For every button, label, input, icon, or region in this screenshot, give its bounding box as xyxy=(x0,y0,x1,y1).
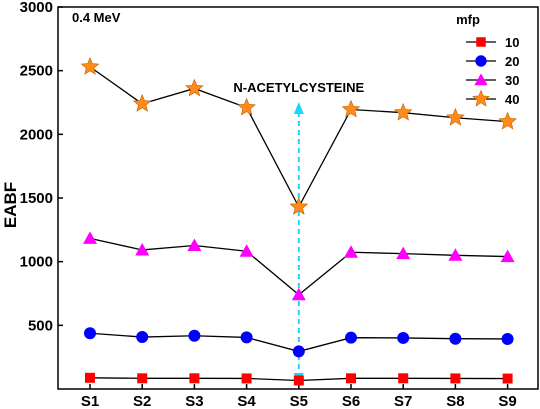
x-tick-label: S7 xyxy=(394,393,412,409)
y-tick-label: 1500 xyxy=(20,190,53,207)
x-tick-label: S9 xyxy=(498,393,516,409)
y-tick-label: 3000 xyxy=(20,0,53,16)
data-point xyxy=(345,331,357,344)
legend-label: 20 xyxy=(505,54,519,69)
data-point xyxy=(239,244,254,257)
series-20 xyxy=(84,327,514,358)
data-point xyxy=(241,373,252,384)
data-point xyxy=(80,57,100,75)
data-point xyxy=(398,373,409,384)
data-point xyxy=(498,111,517,130)
x-tick-label: S6 xyxy=(342,393,360,409)
data-point xyxy=(448,248,463,261)
data-point xyxy=(84,327,96,340)
data-point xyxy=(344,245,358,258)
legend-marker xyxy=(474,73,488,86)
data-point xyxy=(237,97,256,116)
series-layer xyxy=(80,57,517,386)
legend-label: 10 xyxy=(505,35,519,50)
y-tick-label: 2000 xyxy=(20,126,53,143)
legend-item: 10 xyxy=(466,35,519,50)
energy-label: 0.4 MeV xyxy=(72,10,121,25)
data-point xyxy=(240,331,253,344)
legend-marker xyxy=(476,37,486,47)
x-axis-ticks: S1 S2 S3 S4 S5 S6 S7 S8 S9 xyxy=(81,384,517,409)
series-30 xyxy=(83,231,515,301)
x-tick-label: S3 xyxy=(185,393,203,409)
x-tick-label: S5 xyxy=(290,393,308,409)
data-point xyxy=(341,99,361,118)
y-tick-label: 2500 xyxy=(20,63,53,80)
data-point xyxy=(346,373,356,384)
legend-marker xyxy=(475,55,487,67)
legend-item: 30 xyxy=(466,73,519,88)
y-axis-title: EABF xyxy=(1,182,20,228)
x-tick-label: S4 xyxy=(237,393,256,409)
data-point xyxy=(293,375,304,386)
data-point xyxy=(188,329,201,342)
x-tick-label: S1 xyxy=(81,393,99,409)
legend-item: 40 xyxy=(466,89,519,107)
data-point xyxy=(449,332,462,345)
x-tick-label: S2 xyxy=(133,393,151,409)
data-point xyxy=(185,78,204,97)
y-tick-label: 500 xyxy=(28,317,53,334)
data-point xyxy=(291,287,306,301)
data-point xyxy=(393,102,413,121)
data-point xyxy=(135,242,150,256)
data-point xyxy=(501,332,514,345)
data-point xyxy=(189,373,200,384)
annotation-arrow-head-up xyxy=(293,102,304,114)
data-point xyxy=(502,373,513,384)
series-40 xyxy=(80,57,517,215)
data-point xyxy=(292,345,305,358)
data-point xyxy=(132,93,152,112)
data-point xyxy=(136,331,149,344)
data-point xyxy=(396,246,411,260)
data-point xyxy=(500,249,515,263)
data-point xyxy=(450,373,461,384)
data-point xyxy=(83,231,97,244)
data-point xyxy=(289,197,309,215)
legend: mfp 10 20 30 40 xyxy=(456,12,519,107)
data-point xyxy=(397,331,410,344)
annotation-label: N-ACETYLCYSTEINE xyxy=(233,80,364,95)
legend-label: 30 xyxy=(505,73,519,88)
legend-item: 20 xyxy=(466,54,519,69)
y-axis-ticks: 500 1000 1500 2000 2500 3000 xyxy=(20,0,63,334)
series-10 xyxy=(85,372,513,386)
data-point xyxy=(446,107,465,126)
x-tick-label: S8 xyxy=(446,393,464,409)
legend-label: 40 xyxy=(505,92,519,107)
data-point xyxy=(187,238,202,251)
data-point xyxy=(137,373,148,384)
legend-title: mfp xyxy=(456,12,480,27)
legend-marker xyxy=(472,89,490,107)
data-point xyxy=(85,372,95,383)
y-tick-label: 1000 xyxy=(20,254,53,271)
